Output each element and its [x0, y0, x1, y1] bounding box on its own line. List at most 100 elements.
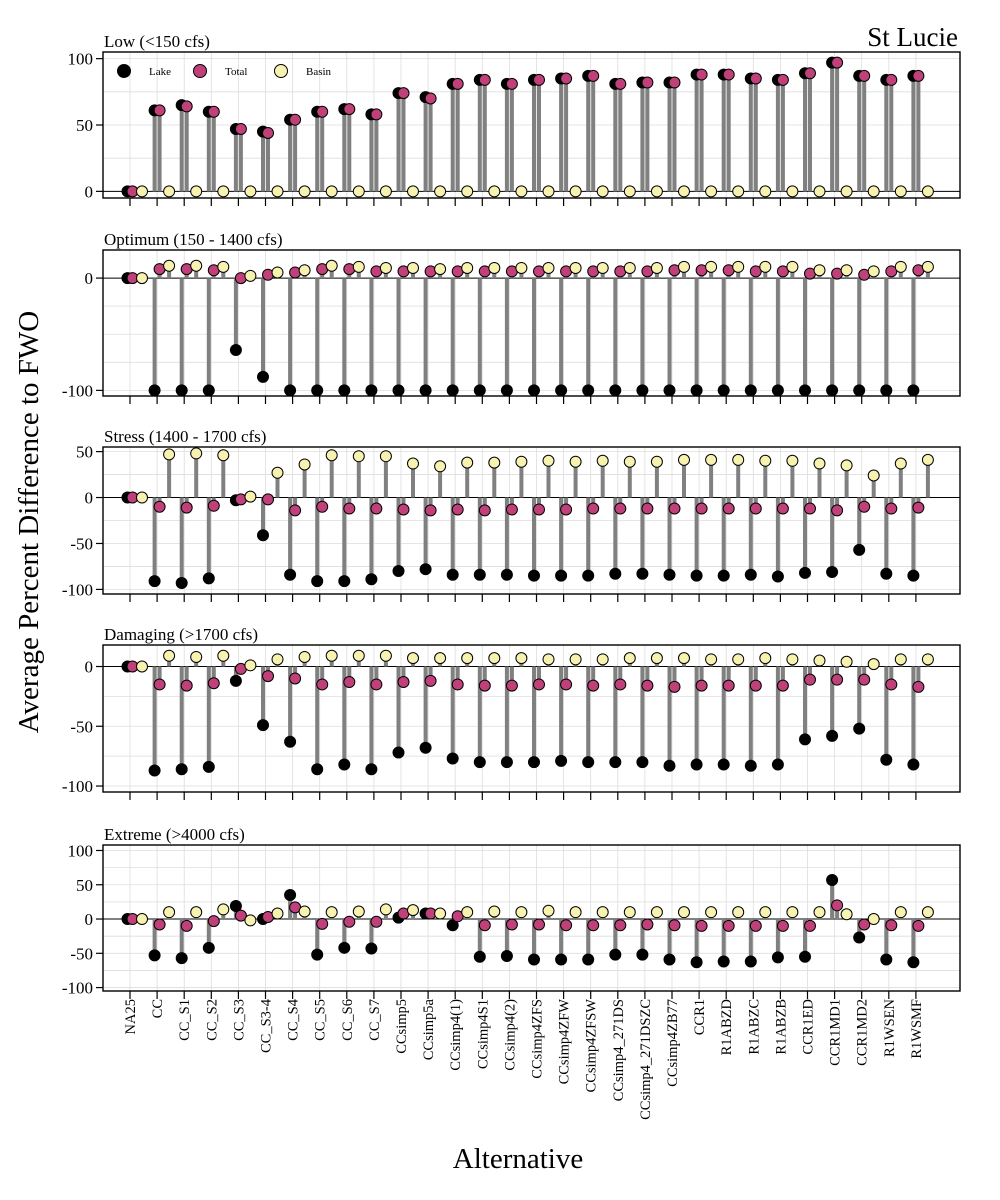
point-basin-cc-s6 — [352, 450, 365, 463]
point-basin-r1abzc — [759, 906, 772, 919]
point-basin-r1wsmf — [921, 653, 934, 666]
point-total-ccsimp4-271dszc — [641, 76, 654, 89]
point-lake-r1abzb — [771, 384, 784, 397]
x-tick-label-cc: CC — [150, 999, 166, 1018]
point-total-ccr1md1 — [831, 56, 844, 69]
panel-frame — [102, 644, 961, 793]
point-lake-cc-s2 — [202, 384, 215, 397]
point-total-ccr1 — [695, 68, 708, 81]
point-basin-na25 — [136, 491, 148, 504]
x-tick-label-ccsimp4-271ds: CCsimp4_271DS — [611, 999, 627, 1101]
point-total-ccsimp4zfw — [560, 919, 573, 932]
point-total-cc-s2 — [207, 499, 220, 512]
x-tick-label-cc-s1: CC_S1 — [177, 999, 193, 1041]
point-total-r1abzd — [722, 679, 735, 692]
point-basin-ccsimp4-271ds — [623, 652, 636, 665]
point-total-r1abzb — [776, 919, 789, 932]
point-lake-ccsimp4zfs — [528, 384, 540, 397]
point-total-r1abzc — [749, 502, 762, 515]
point-basin-cc-s5 — [325, 185, 338, 198]
x-tick-label-r1abzc: R1ABZC — [746, 999, 762, 1055]
point-lake-ccr1 — [690, 569, 703, 582]
point-total-ccsimp4zfw — [560, 503, 573, 516]
point-basin-ccsimp4-271ds — [623, 906, 636, 919]
point-basin-ccsimp4zfsw — [596, 261, 609, 274]
point-lake-ccsimp4zb77 — [663, 759, 676, 772]
point-total-ccr1ed — [804, 673, 816, 686]
point-total-cc-s6 — [343, 103, 356, 116]
point-basin-ccsimp4zfs — [542, 904, 555, 917]
point-lake-cc-s7 — [365, 763, 378, 776]
x-tick-label-ccr1md2: CCR1MD2 — [855, 999, 871, 1066]
point-lake-r1wsmf — [907, 569, 920, 582]
point-lake-ccr1 — [690, 384, 703, 397]
panel-damaging: 0 -50 -100 Damaging (>1700 cfs) — [62, 625, 961, 800]
point-lake-r1wsen — [880, 384, 893, 397]
point-basin-ccr1md2 — [867, 469, 880, 482]
point-basin-r1wsmf — [921, 185, 934, 198]
point-basin-na25 — [136, 660, 148, 673]
x-tick-label-cc-s3: CC_S3 — [231, 999, 247, 1041]
point-basin-ccsimp4s1 — [488, 905, 501, 918]
y-tick-label: 0 — [85, 489, 94, 508]
point-basin-cc-s4 — [298, 185, 311, 198]
point-total-ccr1ed — [804, 502, 816, 515]
point-basin-ccsimp4-271dszc — [650, 455, 663, 468]
point-basin-ccsimp4-2 — [515, 455, 528, 468]
point-lake-r1wsen — [880, 567, 893, 580]
point-lake-cc-s2 — [202, 760, 215, 773]
x-tick-label-na25: NA25 — [123, 999, 139, 1034]
point-lake-ccsimp4-271dszc — [636, 567, 649, 580]
point-basin-cc-s2 — [217, 185, 230, 198]
point-total-ccr1md1 — [831, 673, 844, 686]
point-total-ccsimp4zfs — [533, 503, 545, 516]
point-basin-ccr1ed — [813, 457, 826, 470]
point-total-ccsimp4zfsw — [587, 502, 600, 515]
point-basin-ccsimp4-271ds — [623, 261, 636, 274]
point-lake-cc-s5 — [311, 948, 324, 961]
x-tick-label-ccsimp4zfsw: CCsimp4ZFSW — [584, 999, 600, 1093]
point-lake-ccsimp4zfsw — [582, 756, 595, 769]
point-lake-ccsimp4-2 — [500, 950, 513, 963]
point-lake-r1wsmf — [907, 956, 920, 969]
point-lake-ccr1md2 — [853, 384, 866, 397]
point-basin-ccsimp4zfs — [542, 261, 555, 274]
point-total-ccsimp4zfs — [533, 73, 545, 86]
point-lake-ccsimp4-2 — [500, 756, 513, 769]
y-tick-label: -50 — [70, 717, 93, 736]
point-basin-r1abzb — [786, 906, 799, 919]
point-basin-ccsimp4-2 — [515, 652, 528, 665]
point-total-r1abzd — [722, 68, 735, 81]
point-total-ccsimp4zfsw — [587, 69, 600, 82]
panel-label: Optimum (150 - 1400 cfs) — [104, 230, 282, 249]
y-tick-label: -100 — [62, 777, 93, 796]
panel-extreme: 100 50 0 -50 -100 Extreme (>4000 cfs) — [62, 825, 961, 999]
point-lake-ccsimp4zb77 — [663, 953, 676, 966]
point-total-r1wsmf — [912, 680, 925, 693]
point-total-r1wsen — [885, 678, 898, 691]
point-total-cc-s1 — [180, 100, 193, 113]
point-basin-cc-s1 — [190, 650, 203, 663]
point-lake-cc-s3-4 — [257, 529, 269, 542]
point-basin-ccsimp5a — [434, 907, 447, 920]
panel-frame — [102, 844, 961, 992]
point-lake-cc — [148, 384, 161, 397]
point-basin-cc-s4 — [298, 264, 311, 277]
point-basin-r1wsmf — [921, 906, 934, 919]
point-total-cc-s4 — [289, 113, 302, 126]
legend-label-lake: Lake — [149, 66, 171, 78]
point-total-cc-s1 — [180, 919, 193, 932]
point-basin-ccsimp4-271dszc — [650, 185, 663, 198]
point-basin-ccr1 — [705, 906, 718, 919]
point-lake-cc-s4 — [284, 889, 297, 902]
point-lake-cc — [148, 949, 161, 962]
point-basin-ccsimp4-2 — [515, 261, 528, 274]
point-total-ccsimp5a — [424, 674, 437, 687]
point-lake-cc-s2 — [202, 572, 215, 585]
point-total-ccsimp5a — [424, 504, 437, 517]
point-lake-ccsimp4-271dszc — [636, 756, 649, 769]
point-basin-na25 — [136, 185, 148, 198]
point-total-cc-s6 — [343, 915, 356, 928]
point-basin-cc-s2 — [217, 903, 230, 916]
panels: 0 50 100 Low (<150 cfs) Lake Total Basin 0 -100 O… — [62, 32, 961, 999]
